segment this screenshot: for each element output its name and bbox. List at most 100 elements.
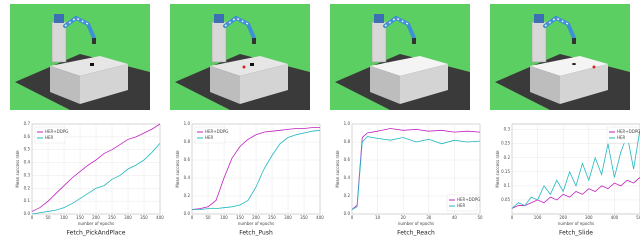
- table-top: [370, 56, 448, 76]
- legend-label: HER+DDPG: [617, 129, 640, 134]
- x-axis-label: number of epochs: [558, 221, 594, 226]
- table-side: [80, 64, 128, 104]
- series-line: [351, 136, 481, 210]
- y-tick-label: 0.4: [184, 175, 191, 180]
- y-tick-label: 0.2: [184, 193, 191, 198]
- robot-scene: [490, 4, 630, 110]
- y-tick-label: 0.2: [344, 193, 351, 198]
- x-tick-label: 0: [351, 215, 354, 220]
- x-tick-label: 150: [76, 215, 84, 220]
- x-tick-label: 20: [401, 215, 407, 220]
- y-axis-label: Mean success rate: [335, 150, 340, 188]
- y-tick-label: 0.05: [501, 197, 510, 202]
- y-tick-label: 0.8: [344, 139, 351, 144]
- legend-box: [34, 126, 66, 144]
- robot-scene: [330, 4, 470, 110]
- y-tick-label: 0.3: [504, 127, 511, 132]
- x-tick-label: 100: [534, 215, 542, 220]
- goal: [592, 65, 596, 69]
- y-tick-label: 0.6: [184, 157, 191, 162]
- table-front: [50, 66, 80, 104]
- y-tick-label: 0.1: [24, 198, 31, 203]
- x-tick-label: 200: [252, 215, 260, 220]
- y-tick-label: 0.4: [344, 175, 351, 180]
- x-tick-label: 200: [92, 215, 100, 220]
- legend-box: [606, 126, 638, 144]
- legend-label: HER+DDPG: [457, 197, 480, 202]
- chart-title: Fetch_Slide: [559, 230, 593, 237]
- y-tick-label: 0.5: [24, 147, 31, 152]
- series-line: [31, 143, 161, 215]
- x-tick-label: 200: [559, 215, 567, 220]
- chart-title: Fetch_PickAndPlace: [67, 230, 126, 237]
- x-tick-label: 40: [452, 215, 458, 220]
- robot-base: [51, 21, 67, 63]
- y-tick-label: 1.0: [184, 121, 191, 126]
- y-tick-label: 0.7: [24, 121, 31, 126]
- x-tick-label: 300: [124, 215, 132, 220]
- y-tick-label: 0.25: [501, 141, 510, 146]
- gripper: [92, 38, 96, 44]
- x-tick-label: 400: [156, 215, 164, 220]
- object: [90, 63, 94, 66]
- x-tick-label: 30: [426, 215, 432, 220]
- x-axis-label: number of epochs: [238, 221, 274, 226]
- goal: [242, 65, 246, 69]
- series-line: [511, 177, 640, 209]
- chart-title: Fetch_Push: [239, 230, 273, 237]
- x-tick-label: 350: [300, 215, 308, 220]
- series-line: [351, 128, 481, 210]
- x-tick-label: 0: [191, 215, 194, 220]
- puck: [572, 63, 576, 65]
- chart-title: Fetch_Reach: [397, 230, 435, 237]
- y-axis-label: Mean success rate: [15, 150, 20, 188]
- table-top: [210, 56, 288, 76]
- x-tick-label: 400: [316, 215, 324, 220]
- table-side: [560, 64, 608, 104]
- robot-head: [214, 14, 224, 23]
- x-tick-label: 250: [108, 215, 116, 220]
- robot-base: [211, 21, 227, 63]
- table-top: [50, 56, 128, 76]
- x-tick-label: 150: [236, 215, 244, 220]
- y-tick-label: 0.0: [184, 211, 191, 216]
- x-tick-label: 100: [60, 215, 68, 220]
- gripper: [252, 38, 256, 44]
- y-tick-label: 0.6: [24, 134, 31, 139]
- series-line: [191, 127, 320, 210]
- y-axis-label: Mean success rate: [175, 150, 180, 188]
- robot-head: [374, 14, 384, 23]
- table-side: [240, 64, 288, 104]
- series-line: [192, 129, 321, 210]
- y-tick-label: 0.15: [501, 169, 510, 174]
- table-side: [400, 64, 448, 104]
- table-front: [530, 66, 560, 104]
- y-tick-label: 0.8: [184, 139, 191, 144]
- legend-label: HER: [457, 203, 466, 208]
- x-axis-label: number of epochs: [78, 221, 114, 226]
- series-line: [31, 123, 161, 212]
- robot-head: [54, 14, 64, 23]
- legend-label: HER: [45, 135, 54, 140]
- y-axis-label: Mean success rate: [495, 150, 500, 188]
- robot-base: [531, 21, 547, 63]
- x-tick-label: 500: [636, 215, 640, 220]
- legend-box: [446, 194, 478, 212]
- y-tick-label: 0.3: [24, 172, 31, 177]
- x-tick-label: 400: [611, 215, 619, 220]
- series-line: [511, 129, 640, 209]
- gripper: [412, 38, 416, 44]
- robot-head: [534, 14, 544, 23]
- y-tick-label: 0.2: [504, 155, 511, 160]
- y-tick-label: 0.4: [24, 160, 31, 165]
- x-tick-label: 50: [45, 215, 51, 220]
- x-tick-label: 10: [375, 215, 381, 220]
- legend-label: HER+DDPG: [45, 129, 68, 134]
- legend-box: [194, 126, 226, 144]
- x-tick-label: 250: [268, 215, 276, 220]
- y-tick-label: 0.1: [504, 183, 511, 188]
- x-tick-label: 0: [511, 215, 514, 220]
- table-top: [530, 56, 608, 76]
- x-axis-label: number of epochs: [398, 221, 434, 226]
- x-tick-label: 350: [140, 215, 148, 220]
